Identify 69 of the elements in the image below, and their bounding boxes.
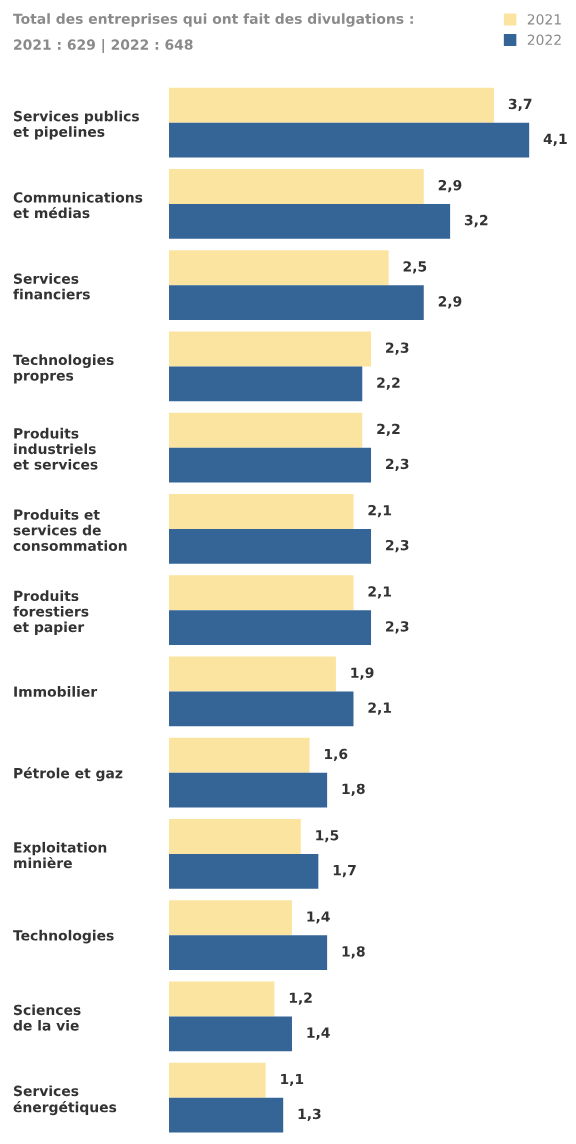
bar [169, 900, 292, 936]
data-label: 2,2 [377, 423, 400, 436]
bar [169, 168, 424, 204]
bar [169, 366, 363, 402]
data-label: 1,8 [342, 783, 365, 796]
chart-subtitle: 2021 : 629 | 2022 : 648 [14, 39, 193, 53]
data-label: 1,5 [316, 830, 339, 843]
data-label: 3,2 [464, 214, 488, 228]
data-label: 2,2 [377, 377, 400, 390]
data-label: 1,4 [307, 911, 330, 924]
y-tick-label: Produits et services de consommation [13, 509, 127, 551]
bar [169, 853, 319, 889]
data-label: 2,3 [386, 458, 409, 471]
data-label: 3,7 [508, 98, 532, 111]
y-tick-label: Services publics et pipelines [13, 110, 139, 140]
data-label: 1,9 [351, 667, 374, 680]
bar [169, 1062, 266, 1098]
data-label: 2,1 [368, 702, 392, 715]
y-tick-label: Technologies [13, 929, 114, 944]
bar [169, 331, 372, 367]
chart-title: Total des entreprises qui ont fait des divulgations : [13, 13, 413, 27]
data-label: 2,3 [386, 621, 409, 634]
y-tick-label: Pétrole et gaz [14, 767, 123, 782]
data-label: 1,1 [281, 1073, 304, 1086]
data-label: 2,3 [386, 539, 409, 553]
bar [169, 203, 451, 239]
bar [169, 737, 310, 773]
data-label: 2,9 [438, 296, 462, 309]
y-tick-label: Exploitation minière [14, 841, 107, 869]
bar [169, 493, 354, 529]
bar [169, 935, 328, 971]
data-label: 1,3 [298, 1108, 321, 1121]
bar [169, 575, 354, 611]
y-tick-label: Produits forestiers et papier [13, 590, 89, 635]
y-tick-label: Sciences de la vie [13, 1004, 81, 1031]
data-label: 1,2 [289, 992, 312, 1005]
bar [169, 610, 372, 646]
data-label: 1,6 [325, 748, 348, 761]
bar [169, 656, 336, 692]
data-label: 2,3 [386, 342, 409, 355]
legend-label: 2021 [527, 14, 561, 25]
data-label: 1,4 [307, 1027, 330, 1040]
bar [169, 412, 363, 448]
bar [169, 87, 495, 123]
bar [169, 981, 275, 1017]
bar [169, 447, 372, 483]
y-tick-label: Services énergétiques [13, 1085, 117, 1116]
data-label: 4,1 [543, 133, 567, 146]
y-tick-label: Immobilier [14, 686, 98, 697]
y-tick-label: Produits industriels et services [13, 427, 98, 470]
data-label: 2,1 [368, 586, 392, 599]
bar [169, 1097, 284, 1133]
bar [169, 818, 301, 854]
bar [169, 528, 372, 564]
data-label: 2,5 [403, 261, 427, 274]
bar [169, 772, 328, 808]
data-label: 2,9 [438, 179, 462, 193]
data-label: 2,1 [368, 504, 392, 518]
bar [169, 1016, 292, 1052]
legend-label: 2022 [527, 34, 561, 46]
bar [169, 285, 424, 321]
bar [169, 250, 389, 286]
data-label: 1,7 [333, 865, 356, 878]
data-label: 1,8 [342, 946, 365, 959]
y-tick-label: Technologies propres [13, 354, 114, 384]
bar [169, 122, 530, 158]
y-tick-label: Services financiers [13, 273, 90, 300]
y-tick-label: Communications et médias [13, 191, 143, 219]
bar [169, 691, 354, 727]
